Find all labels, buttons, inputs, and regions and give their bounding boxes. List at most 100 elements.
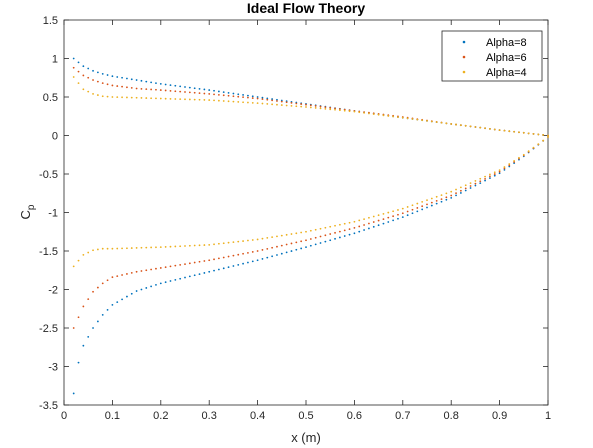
y-tick-label: 1 <box>52 54 58 66</box>
data-point-upper <box>73 58 75 60</box>
data-point-upper <box>320 108 322 110</box>
data-point-lower <box>334 225 336 227</box>
data-point-upper <box>87 77 89 79</box>
data-point-lower <box>271 247 273 249</box>
data-point-lower <box>179 245 181 247</box>
data-point-lower <box>324 227 326 229</box>
data-point-lower <box>465 190 467 192</box>
data-point-lower <box>286 251 288 253</box>
data-point-upper <box>218 94 220 96</box>
data-point-upper <box>208 93 210 95</box>
data-point-lower <box>320 236 322 238</box>
data-point-upper <box>208 99 210 101</box>
data-point-lower <box>344 235 346 237</box>
data-point-upper <box>116 85 118 87</box>
data-point-upper <box>145 81 147 83</box>
legend-marker <box>463 56 466 59</box>
data-point-upper <box>252 95 254 97</box>
data-point-upper <box>102 73 104 75</box>
data-point-upper <box>286 105 288 107</box>
data-point-lower <box>271 236 273 238</box>
data-point-lower <box>247 240 249 242</box>
data-point-lower <box>416 210 418 212</box>
data-point-lower <box>465 188 467 190</box>
data-point-lower <box>441 194 443 196</box>
data-point-upper <box>87 68 89 70</box>
data-point-upper <box>237 96 239 98</box>
data-point-upper <box>165 84 167 86</box>
data-point-lower <box>286 234 288 236</box>
data-point-lower <box>155 284 157 286</box>
data-point-lower <box>455 189 457 191</box>
data-point-upper <box>179 98 181 100</box>
data-point-lower <box>203 244 205 246</box>
data-point-lower <box>310 230 312 232</box>
data-point-upper <box>247 95 249 97</box>
data-point-upper <box>257 96 259 98</box>
data-point-lower <box>470 187 472 189</box>
data-point-lower <box>150 286 152 288</box>
data-point-lower <box>141 289 143 291</box>
data-point-upper <box>252 102 254 104</box>
legend-marker <box>463 71 466 74</box>
data-point-upper <box>213 93 215 95</box>
data-point-lower <box>547 136 549 138</box>
data-point-lower <box>402 208 404 210</box>
data-point-lower <box>97 249 99 251</box>
data-point-upper <box>208 89 210 91</box>
data-point-upper <box>441 122 443 124</box>
data-point-lower <box>199 261 201 263</box>
data-point-lower <box>136 290 138 292</box>
data-point-lower <box>383 218 385 220</box>
data-point-upper <box>126 78 128 80</box>
data-point-upper <box>145 88 147 90</box>
data-point-upper <box>504 130 506 132</box>
data-point-lower <box>184 245 186 247</box>
data-point-lower <box>295 241 297 243</box>
x-tick-label: 0.9 <box>492 410 507 422</box>
data-point-upper <box>131 78 133 80</box>
data-point-lower <box>189 245 191 247</box>
data-point-lower <box>426 199 428 201</box>
data-point-lower <box>257 250 259 252</box>
data-point-lower <box>329 226 331 228</box>
data-point-upper <box>107 83 109 85</box>
data-point-lower <box>358 231 360 233</box>
data-point-lower <box>262 238 264 240</box>
data-point-lower <box>470 182 472 184</box>
data-point-lower <box>102 248 104 250</box>
data-point-upper <box>484 127 486 129</box>
data-point-lower <box>160 267 162 269</box>
data-point-upper <box>82 88 84 90</box>
y-tick-label: -2.5 <box>39 323 58 335</box>
data-point-upper <box>291 102 293 104</box>
data-point-lower <box>73 327 75 329</box>
x-tick-label: 0.7 <box>395 410 410 422</box>
data-point-upper <box>537 134 539 136</box>
data-point-upper <box>223 100 225 102</box>
data-point-lower <box>92 327 94 329</box>
data-point-upper <box>475 126 477 128</box>
data-point-lower <box>455 195 457 197</box>
data-point-lower <box>402 216 404 218</box>
data-point-upper <box>203 93 205 95</box>
data-point-lower <box>233 255 235 257</box>
data-point-lower <box>392 219 394 221</box>
data-point-upper <box>199 99 201 101</box>
data-point-upper <box>383 114 385 116</box>
data-point-upper <box>547 135 549 137</box>
data-point-lower <box>315 237 317 239</box>
data-point-lower <box>445 199 447 201</box>
data-point-upper <box>533 133 535 135</box>
data-point-lower <box>484 176 486 178</box>
data-point-lower <box>397 214 399 216</box>
data-point-lower <box>276 254 278 256</box>
data-point-lower <box>412 209 414 211</box>
data-point-lower <box>170 246 172 248</box>
data-point-lower <box>445 193 447 195</box>
data-point-lower <box>165 266 167 268</box>
data-point-lower <box>218 269 220 271</box>
data-point-upper <box>281 101 283 103</box>
data-point-lower <box>441 198 443 200</box>
data-point-lower <box>320 242 322 244</box>
